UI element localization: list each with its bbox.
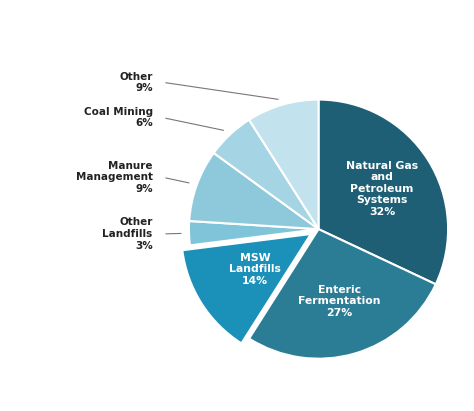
Text: 2021 U.S. Methane Emissions, By Source: 2021 U.S. Methane Emissions, By Source — [52, 16, 422, 31]
Wedge shape — [182, 234, 311, 343]
Text: Other
9%: Other 9% — [119, 72, 153, 93]
Wedge shape — [319, 99, 448, 284]
Text: MSW
Landfills
14%: MSW Landfills 14% — [229, 253, 281, 286]
Wedge shape — [189, 153, 319, 229]
Wedge shape — [249, 229, 436, 359]
Text: Other
Landfills
3%: Other Landfills 3% — [102, 217, 153, 251]
Wedge shape — [189, 221, 319, 245]
Text: Coal Mining
6%: Coal Mining 6% — [83, 107, 153, 129]
Wedge shape — [249, 99, 319, 229]
Wedge shape — [214, 120, 319, 229]
Text: Natural Gas
and
Petroleum
Systems
32%: Natural Gas and Petroleum Systems 32% — [346, 161, 418, 217]
Text: Enteric
Fermentation
27%: Enteric Fermentation 27% — [298, 285, 381, 318]
Text: Manure
Management
9%: Manure Management 9% — [76, 161, 153, 194]
